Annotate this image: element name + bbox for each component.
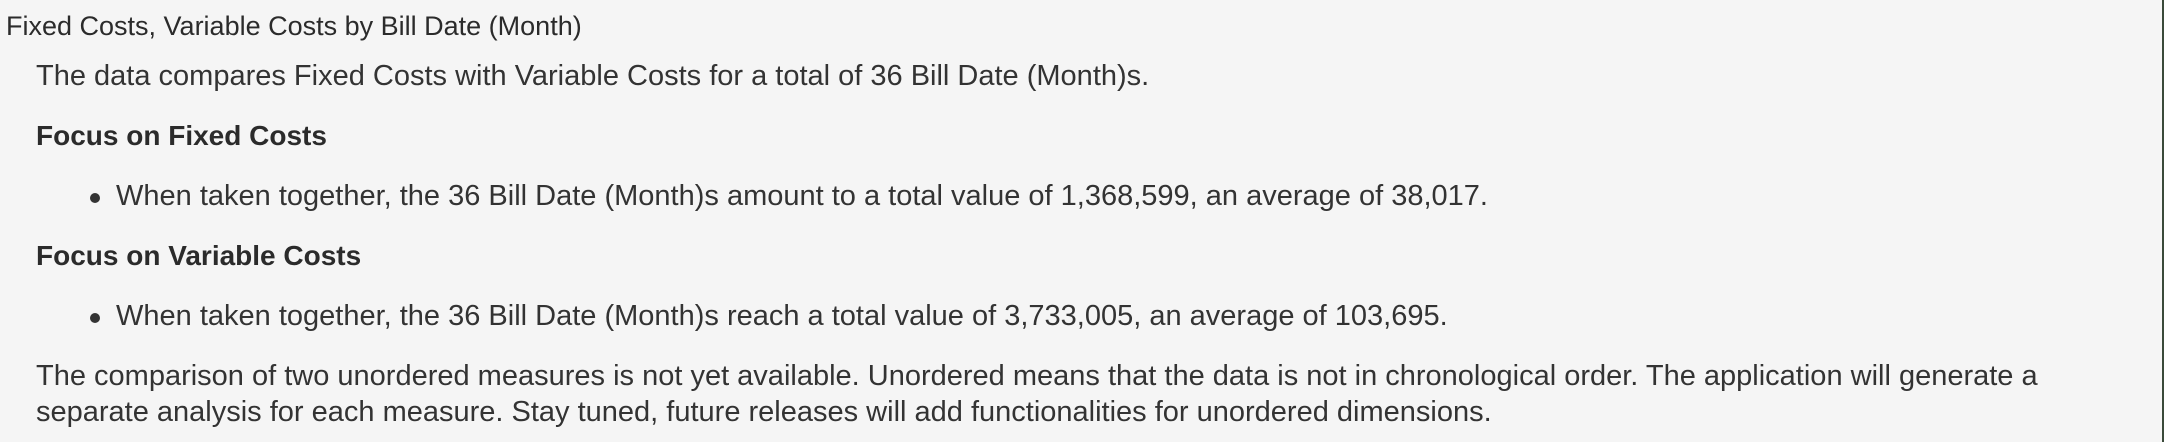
closing-paragraph: The comparison of two unordered measures… xyxy=(36,358,2136,430)
list-item: When taken together, the 36 Bill Date (M… xyxy=(86,178,2136,214)
bullet-dot-icon xyxy=(90,313,100,323)
analysis-body: The data compares Fixed Costs with Varia… xyxy=(36,58,2136,430)
section-heading-variable-costs: Focus on Variable Costs xyxy=(36,240,362,271)
fixed-costs-bullet-list: When taken together, the 36 Bill Date (M… xyxy=(36,178,2136,214)
section-heading-fixed-costs: Focus on Fixed Costs xyxy=(36,120,327,151)
intro-paragraph: The data compares Fixed Costs with Varia… xyxy=(36,60,1150,92)
fixed-costs-summary-text: When taken together, the 36 Bill Date (M… xyxy=(116,180,1488,212)
closing-line-2: separate analysis for each measure. Stay… xyxy=(36,396,1492,428)
closing-line-1: The comparison of two unordered measures… xyxy=(36,360,2038,392)
variable-costs-summary-text: When taken together, the 36 Bill Date (M… xyxy=(116,300,1448,332)
analysis-title: Fixed Costs, Variable Costs by Bill Date… xyxy=(6,11,582,41)
panel-edge-divider xyxy=(2162,0,2164,442)
list-item: When taken together, the 36 Bill Date (M… xyxy=(86,298,2136,334)
bullet-dot-icon xyxy=(90,193,100,203)
variable-costs-bullet-list: When taken together, the 36 Bill Date (M… xyxy=(36,298,2136,334)
